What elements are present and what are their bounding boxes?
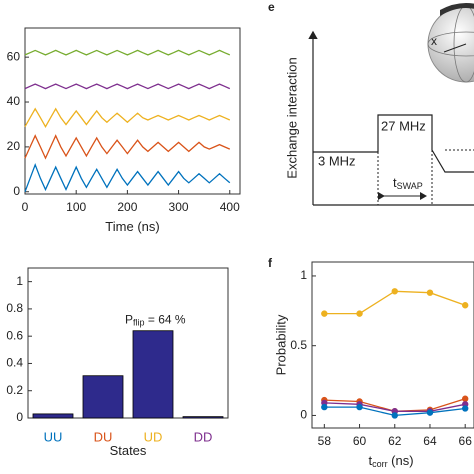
x-tick-label: 58 xyxy=(318,434,332,448)
level-label: 3 MHz xyxy=(318,153,356,168)
duration-label: tSWAP xyxy=(393,175,423,191)
y-tick-label: 0.5 xyxy=(290,338,307,352)
y-tick-label: 0 xyxy=(16,410,23,424)
bar xyxy=(182,416,224,419)
x-tick-label: 300 xyxy=(169,200,189,214)
x-axis-label-part: States xyxy=(110,443,147,458)
annotation-part: = 64 % xyxy=(145,313,186,327)
x-tick-label: DD xyxy=(194,429,213,444)
y-tick-label: 1 xyxy=(16,274,23,288)
plot-frame xyxy=(27,267,229,419)
x-tick-label: DU xyxy=(94,429,113,444)
series-marker xyxy=(461,405,469,412)
x-axis-label-part: Time (ns) xyxy=(105,219,159,234)
series-line xyxy=(24,107,231,129)
x-axis-label-part: corr xyxy=(372,459,388,469)
series-line xyxy=(324,290,466,315)
x-tick-label: 0 xyxy=(22,200,29,214)
series-marker xyxy=(461,302,469,309)
plot-frame xyxy=(24,27,241,195)
x-tick-label: 200 xyxy=(117,200,137,214)
duration-label-main: t xyxy=(393,175,397,190)
axis-label: x xyxy=(431,34,437,48)
x-tick-label: UD xyxy=(144,429,163,444)
series-marker xyxy=(461,395,469,402)
x-tick-label: 100 xyxy=(66,200,86,214)
series-marker xyxy=(426,289,434,296)
series-line xyxy=(24,83,231,90)
x-tick-label: 400 xyxy=(220,200,240,214)
sphere-cap xyxy=(440,3,474,16)
y-axis-label: Probability xyxy=(273,314,288,375)
series-marker xyxy=(426,409,434,416)
annotation: Pflip = 64 % xyxy=(125,313,186,328)
series-line xyxy=(24,162,231,193)
duration-label-sub: SWAP xyxy=(397,181,423,191)
x-axis-label: Time (ns) xyxy=(105,219,159,234)
y-tick-label: 0 xyxy=(13,184,20,198)
bar xyxy=(82,375,124,419)
x-tick-label: 62 xyxy=(388,434,402,448)
plot-frame xyxy=(311,261,474,429)
y-tick-label: 0.4 xyxy=(6,356,23,370)
panel-label: e xyxy=(268,0,275,14)
y-tick-label: 0.2 xyxy=(6,383,23,397)
bar xyxy=(32,413,74,419)
series-line xyxy=(24,49,231,56)
axis-line xyxy=(443,43,467,53)
series-marker xyxy=(391,412,398,419)
x-axis-label: tcorr (ns) xyxy=(368,453,413,469)
x-axis-label-part: (ns) xyxy=(388,453,414,468)
y-axis-label: Exchange interaction xyxy=(284,57,299,178)
x-axis-label: States xyxy=(110,443,147,458)
annotation-part: flip xyxy=(133,318,145,328)
x-axis-label-part: t xyxy=(368,453,372,468)
series-line xyxy=(24,134,231,160)
x-tick-label: UU xyxy=(44,429,63,444)
y-tick-label: 20 xyxy=(7,139,21,153)
sphere-equator xyxy=(427,31,474,57)
pulse-diagram: Exchange interaction 3 MHz 27 MHz tSWAP … xyxy=(284,3,474,206)
series-marker xyxy=(321,403,328,411)
y-tick-label: 40 xyxy=(7,94,21,108)
x-tick-label: 64 xyxy=(423,434,437,448)
series-marker xyxy=(321,310,328,317)
series-marker xyxy=(356,403,363,411)
y-tick-label: 60 xyxy=(7,49,21,63)
series-marker xyxy=(391,288,398,295)
series-marker xyxy=(356,310,363,317)
x-tick-label: 66 xyxy=(459,434,473,448)
y-tick-label: 0.8 xyxy=(6,301,23,315)
annotation-part: P xyxy=(125,313,133,327)
y-tick-label: 0.6 xyxy=(6,328,23,342)
bar xyxy=(132,330,174,419)
level-label: 27 MHz xyxy=(381,118,426,133)
x-tick-label: 60 xyxy=(353,434,367,448)
y-tick-label: 0 xyxy=(300,408,307,422)
panel-label: f xyxy=(268,256,273,270)
y-tick-label: 1 xyxy=(300,268,307,282)
